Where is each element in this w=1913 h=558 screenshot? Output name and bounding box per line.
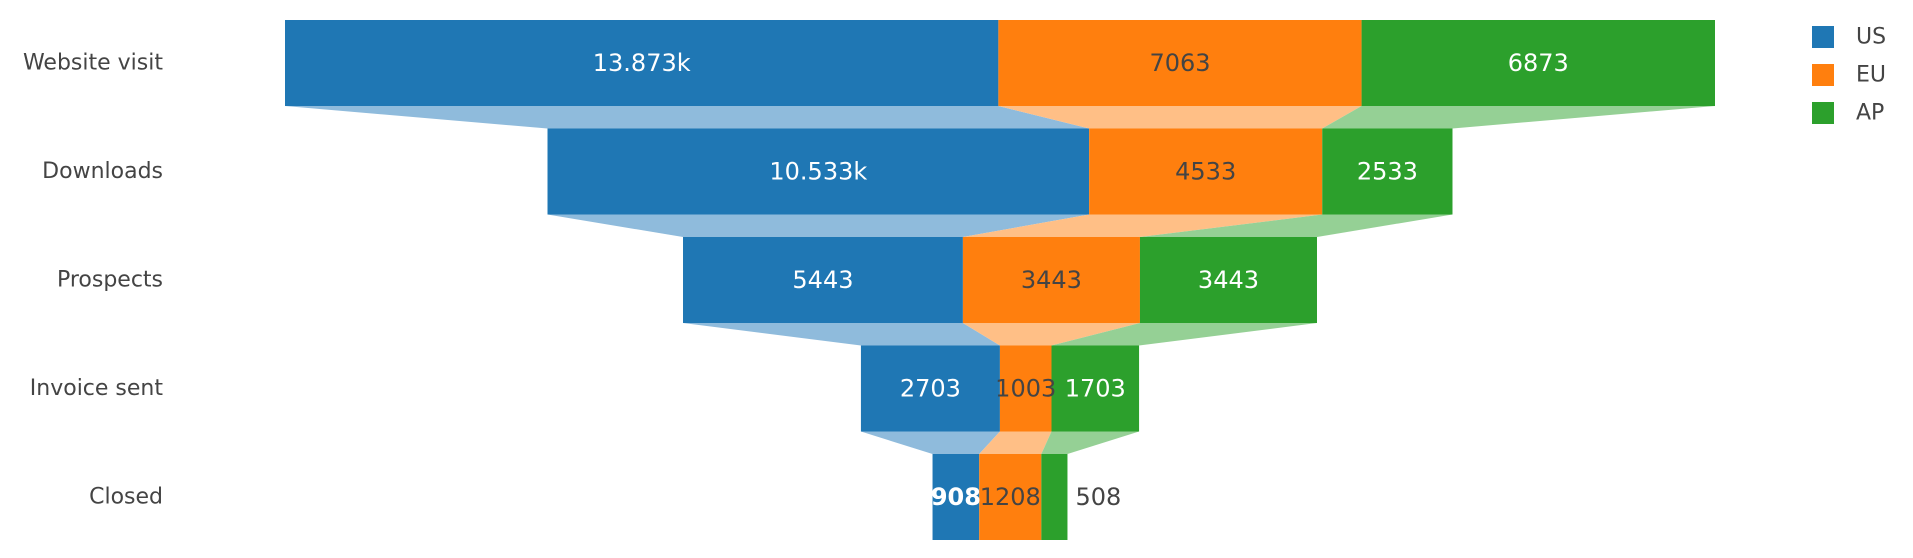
stage-label-prospects: Prospects [57, 268, 163, 293]
bar-label-ap-closed: 508 [1075, 483, 1121, 511]
bar-ap-closed[interactable] [1041, 454, 1068, 540]
connector-eu-invoice-sent [979, 431, 1052, 454]
legend-swatch-us [1812, 26, 1834, 48]
bar-labels: 13.873k 7063 6873 10.533k 4533 2533 5443 3443 34… [593, 49, 1569, 511]
legend-label-ap: AP [1856, 101, 1884, 126]
connector-eu-prospects [962, 323, 1140, 346]
bar-label-us-prospects: 5443 [792, 266, 853, 294]
bar-us-closed[interactable] [932, 454, 980, 540]
connector-eu-website-visit [998, 106, 1362, 129]
bar-label-ap-website-visit: 6873 [1508, 49, 1569, 77]
bars [285, 20, 1715, 540]
stage-labels: Website visit Downloads Prospects Invoice s… [23, 51, 163, 510]
connector-us-downloads [547, 214, 1090, 237]
stage-label-downloads: Downloads [42, 159, 163, 184]
connector-us-website-visit [285, 106, 1090, 129]
connector-ap-website-visit [1322, 106, 1715, 129]
legend-swatch-eu [1812, 64, 1834, 86]
bar-us-downloads[interactable] [547, 128, 1090, 215]
bar-label-us-closed: 908 [931, 483, 981, 511]
bar-label-eu-website-visit: 7063 [1149, 49, 1210, 77]
stage-label-closed: Closed [89, 485, 163, 510]
bar-eu-invoice-sent[interactable] [999, 345, 1052, 432]
bar-ap-invoice-sent[interactable] [1051, 345, 1140, 432]
bar-us-invoice-sent[interactable] [860, 345, 1000, 432]
bar-label-eu-closed: 1208 [980, 483, 1041, 511]
stage-label-invoice-sent: Invoice sent [30, 376, 164, 401]
connectors [285, 106, 1715, 454]
bar-eu-website-visit[interactable] [998, 20, 1362, 106]
bar-ap-prospects[interactable] [1139, 237, 1317, 323]
bar-label-us-invoice-sent: 2703 [900, 375, 961, 403]
bar-label-eu-invoice-sent: 1003 [995, 375, 1056, 403]
legend-item-us[interactable]: US [1812, 25, 1886, 50]
bar-us-prospects[interactable] [683, 237, 963, 323]
connector-eu-downloads [962, 214, 1323, 237]
bar-label-us-website-visit: 13.873k [593, 49, 691, 77]
bar-label-ap-prospects: 3443 [1198, 266, 1259, 294]
bar-ap-website-visit[interactable] [1361, 20, 1715, 106]
bar-eu-closed[interactable] [979, 454, 1042, 540]
connector-us-invoice-sent [860, 431, 1000, 454]
bar-label-ap-invoice-sent: 1703 [1065, 375, 1126, 403]
bar-ap-downloads[interactable] [1322, 128, 1453, 215]
bar-eu-downloads[interactable] [1089, 128, 1323, 215]
bar-eu-prospects[interactable] [962, 237, 1140, 323]
legend-label-eu: EU [1856, 63, 1886, 88]
connector-ap-invoice-sent [1041, 431, 1140, 454]
bar-label-eu-prospects: 3443 [1021, 266, 1082, 294]
bar-label-us-downloads: 10.533k [769, 158, 867, 186]
bar-us-website-visit[interactable] [285, 20, 999, 106]
legend-item-eu[interactable]: EU [1812, 63, 1886, 88]
legend[interactable]: US EU AP [1812, 25, 1886, 126]
stage-label-website-visit: Website visit [23, 51, 163, 76]
legend-label-us: US [1856, 25, 1886, 50]
bar-label-eu-downloads: 4533 [1175, 158, 1236, 186]
bar-label-ap-downloads: 2533 [1357, 158, 1418, 186]
connector-ap-prospects [1051, 323, 1317, 346]
legend-item-ap[interactable]: AP [1812, 101, 1884, 126]
connector-us-prospects [683, 323, 1000, 346]
connector-ap-downloads [1139, 214, 1453, 237]
legend-swatch-ap [1812, 102, 1834, 124]
